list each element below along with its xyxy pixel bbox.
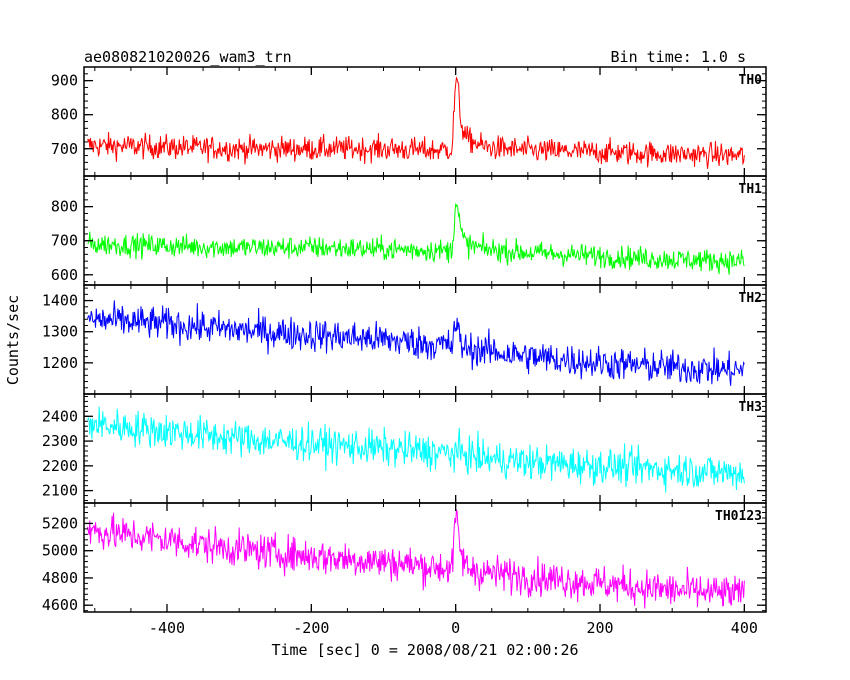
x-tick-label: 0 bbox=[451, 619, 460, 637]
y-tick-label: 800 bbox=[51, 106, 78, 124]
series-line-th2 bbox=[87, 300, 745, 386]
y-tick-label: 600 bbox=[51, 266, 78, 284]
panel-label-th1: TH1 bbox=[739, 182, 763, 197]
series-line-th3 bbox=[87, 406, 745, 493]
y-tick-label: 700 bbox=[51, 232, 78, 250]
panel-frame-th0123 bbox=[83, 502, 767, 613]
y-tick-label: 2200 bbox=[42, 457, 78, 475]
panel-frame-th0 bbox=[83, 66, 767, 177]
y-axis-label: Counts/sec bbox=[4, 295, 22, 385]
x-tick-label: 400 bbox=[731, 619, 758, 637]
y-tick-label: 1200 bbox=[42, 354, 78, 372]
panels-group: TH0 700 800 900 TH1 600 700 800 TH2 1200 1300 1400 T… bbox=[42, 66, 767, 637]
series-line-th0123 bbox=[87, 508, 745, 609]
y-tick-label: 800 bbox=[51, 198, 78, 216]
x-tick-label: -400 bbox=[149, 619, 185, 637]
panel-frame-th1 bbox=[83, 175, 767, 286]
y-tick-label: 900 bbox=[51, 72, 78, 90]
y-tick-label: 2300 bbox=[42, 432, 78, 450]
chart-title: ae080821020026_wam3_trn bbox=[84, 48, 292, 66]
y-tick-label: 5200 bbox=[42, 514, 78, 532]
y-tick-label: 1400 bbox=[42, 292, 78, 310]
x-axis-label: Time [sec] 0 = 2008/08/21 02:00:26 bbox=[271, 641, 578, 659]
y-tick-label: 4800 bbox=[42, 569, 78, 587]
bin-time-label: Bin time: 1.0 s bbox=[611, 48, 746, 66]
y-tick-label: 2400 bbox=[42, 407, 78, 425]
y-tick-label: 4600 bbox=[42, 596, 78, 614]
series-line-th1 bbox=[87, 203, 745, 275]
y-tick-label: 1300 bbox=[42, 323, 78, 341]
y-tick-label: 700 bbox=[51, 140, 78, 158]
series-line-th0 bbox=[87, 76, 745, 169]
x-tick-label: 200 bbox=[586, 619, 613, 637]
x-tick-label: -200 bbox=[293, 619, 329, 637]
y-tick-label: 2100 bbox=[42, 482, 78, 500]
panel-label-th3: TH3 bbox=[739, 400, 762, 415]
panel-label-th0123: TH0123 bbox=[715, 509, 762, 524]
y-tick-label: 5000 bbox=[42, 542, 78, 560]
panel-label-th0: TH0 bbox=[739, 73, 763, 88]
panel-label-th2: TH2 bbox=[739, 291, 762, 306]
